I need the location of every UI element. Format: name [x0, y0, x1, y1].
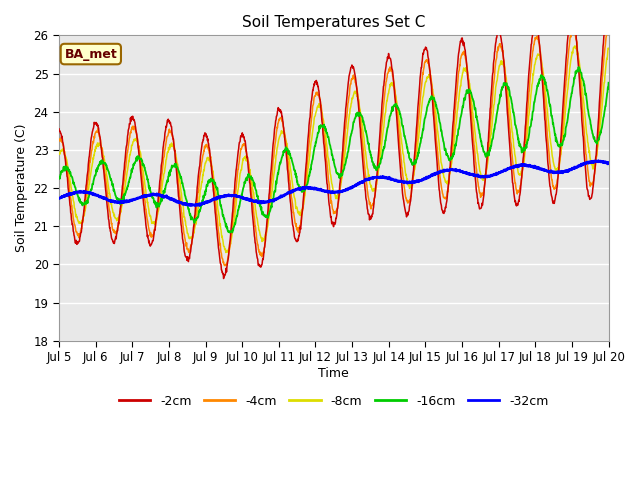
Legend: -2cm, -4cm, -8cm, -16cm, -32cm: -2cm, -4cm, -8cm, -16cm, -32cm — [114, 390, 554, 413]
Title: Soil Temperatures Set C: Soil Temperatures Set C — [242, 15, 426, 30]
Y-axis label: Soil Temperature (C): Soil Temperature (C) — [15, 124, 28, 252]
X-axis label: Time: Time — [318, 367, 349, 380]
Text: BA_met: BA_met — [65, 48, 117, 60]
